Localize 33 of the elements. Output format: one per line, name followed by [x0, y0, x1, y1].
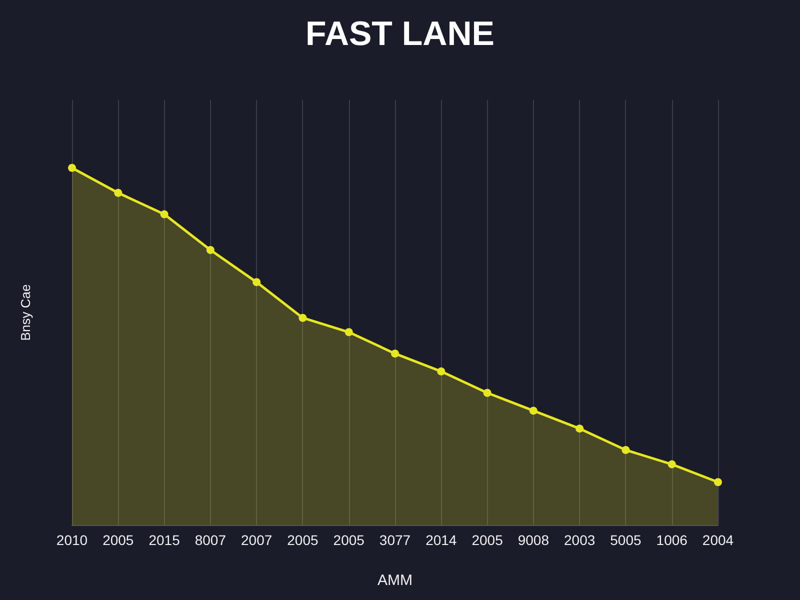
- x-tick-label: 5005: [610, 532, 642, 548]
- x-tick-label: 3077: [379, 532, 411, 548]
- point: [344, 328, 353, 336]
- x-tick-label: 2005: [472, 532, 504, 548]
- point: [391, 350, 399, 358]
- point: [437, 367, 446, 376]
- point: [206, 246, 214, 254]
- point: [529, 406, 538, 415]
- x-tick-label: 2003: [564, 532, 596, 548]
- x-tick-label: 2007: [240, 532, 272, 548]
- point: [160, 210, 168, 218]
- x-tick-label: 2015: [148, 532, 180, 548]
- point: [714, 478, 722, 486]
- x-tick-label: 8007: [194, 532, 226, 548]
- point: [483, 388, 492, 397]
- point: [68, 164, 76, 172]
- chart-title: FAST LANE: [306, 15, 494, 53]
- point: [114, 188, 122, 197]
- point: [622, 446, 630, 454]
- x-tick-label: 2010: [56, 532, 88, 548]
- x-tick-label: 2005: [102, 532, 134, 548]
- x-tick-label: 1006: [656, 532, 688, 548]
- x-tick-label: 2014: [426, 532, 457, 548]
- point: [252, 278, 261, 286]
- point: [576, 424, 584, 433]
- point: [668, 460, 676, 468]
- x-tick-label: 2004: [702, 532, 734, 548]
- y-axis-title: Bnsy Cae: [18, 284, 33, 341]
- x-axis-title: AMM: [378, 572, 412, 589]
- x-tick-label: 2005: [287, 532, 318, 548]
- x-tick-label: 2005: [333, 532, 365, 548]
- point: [298, 314, 307, 322]
- x-tick-label: 9008: [518, 532, 550, 548]
